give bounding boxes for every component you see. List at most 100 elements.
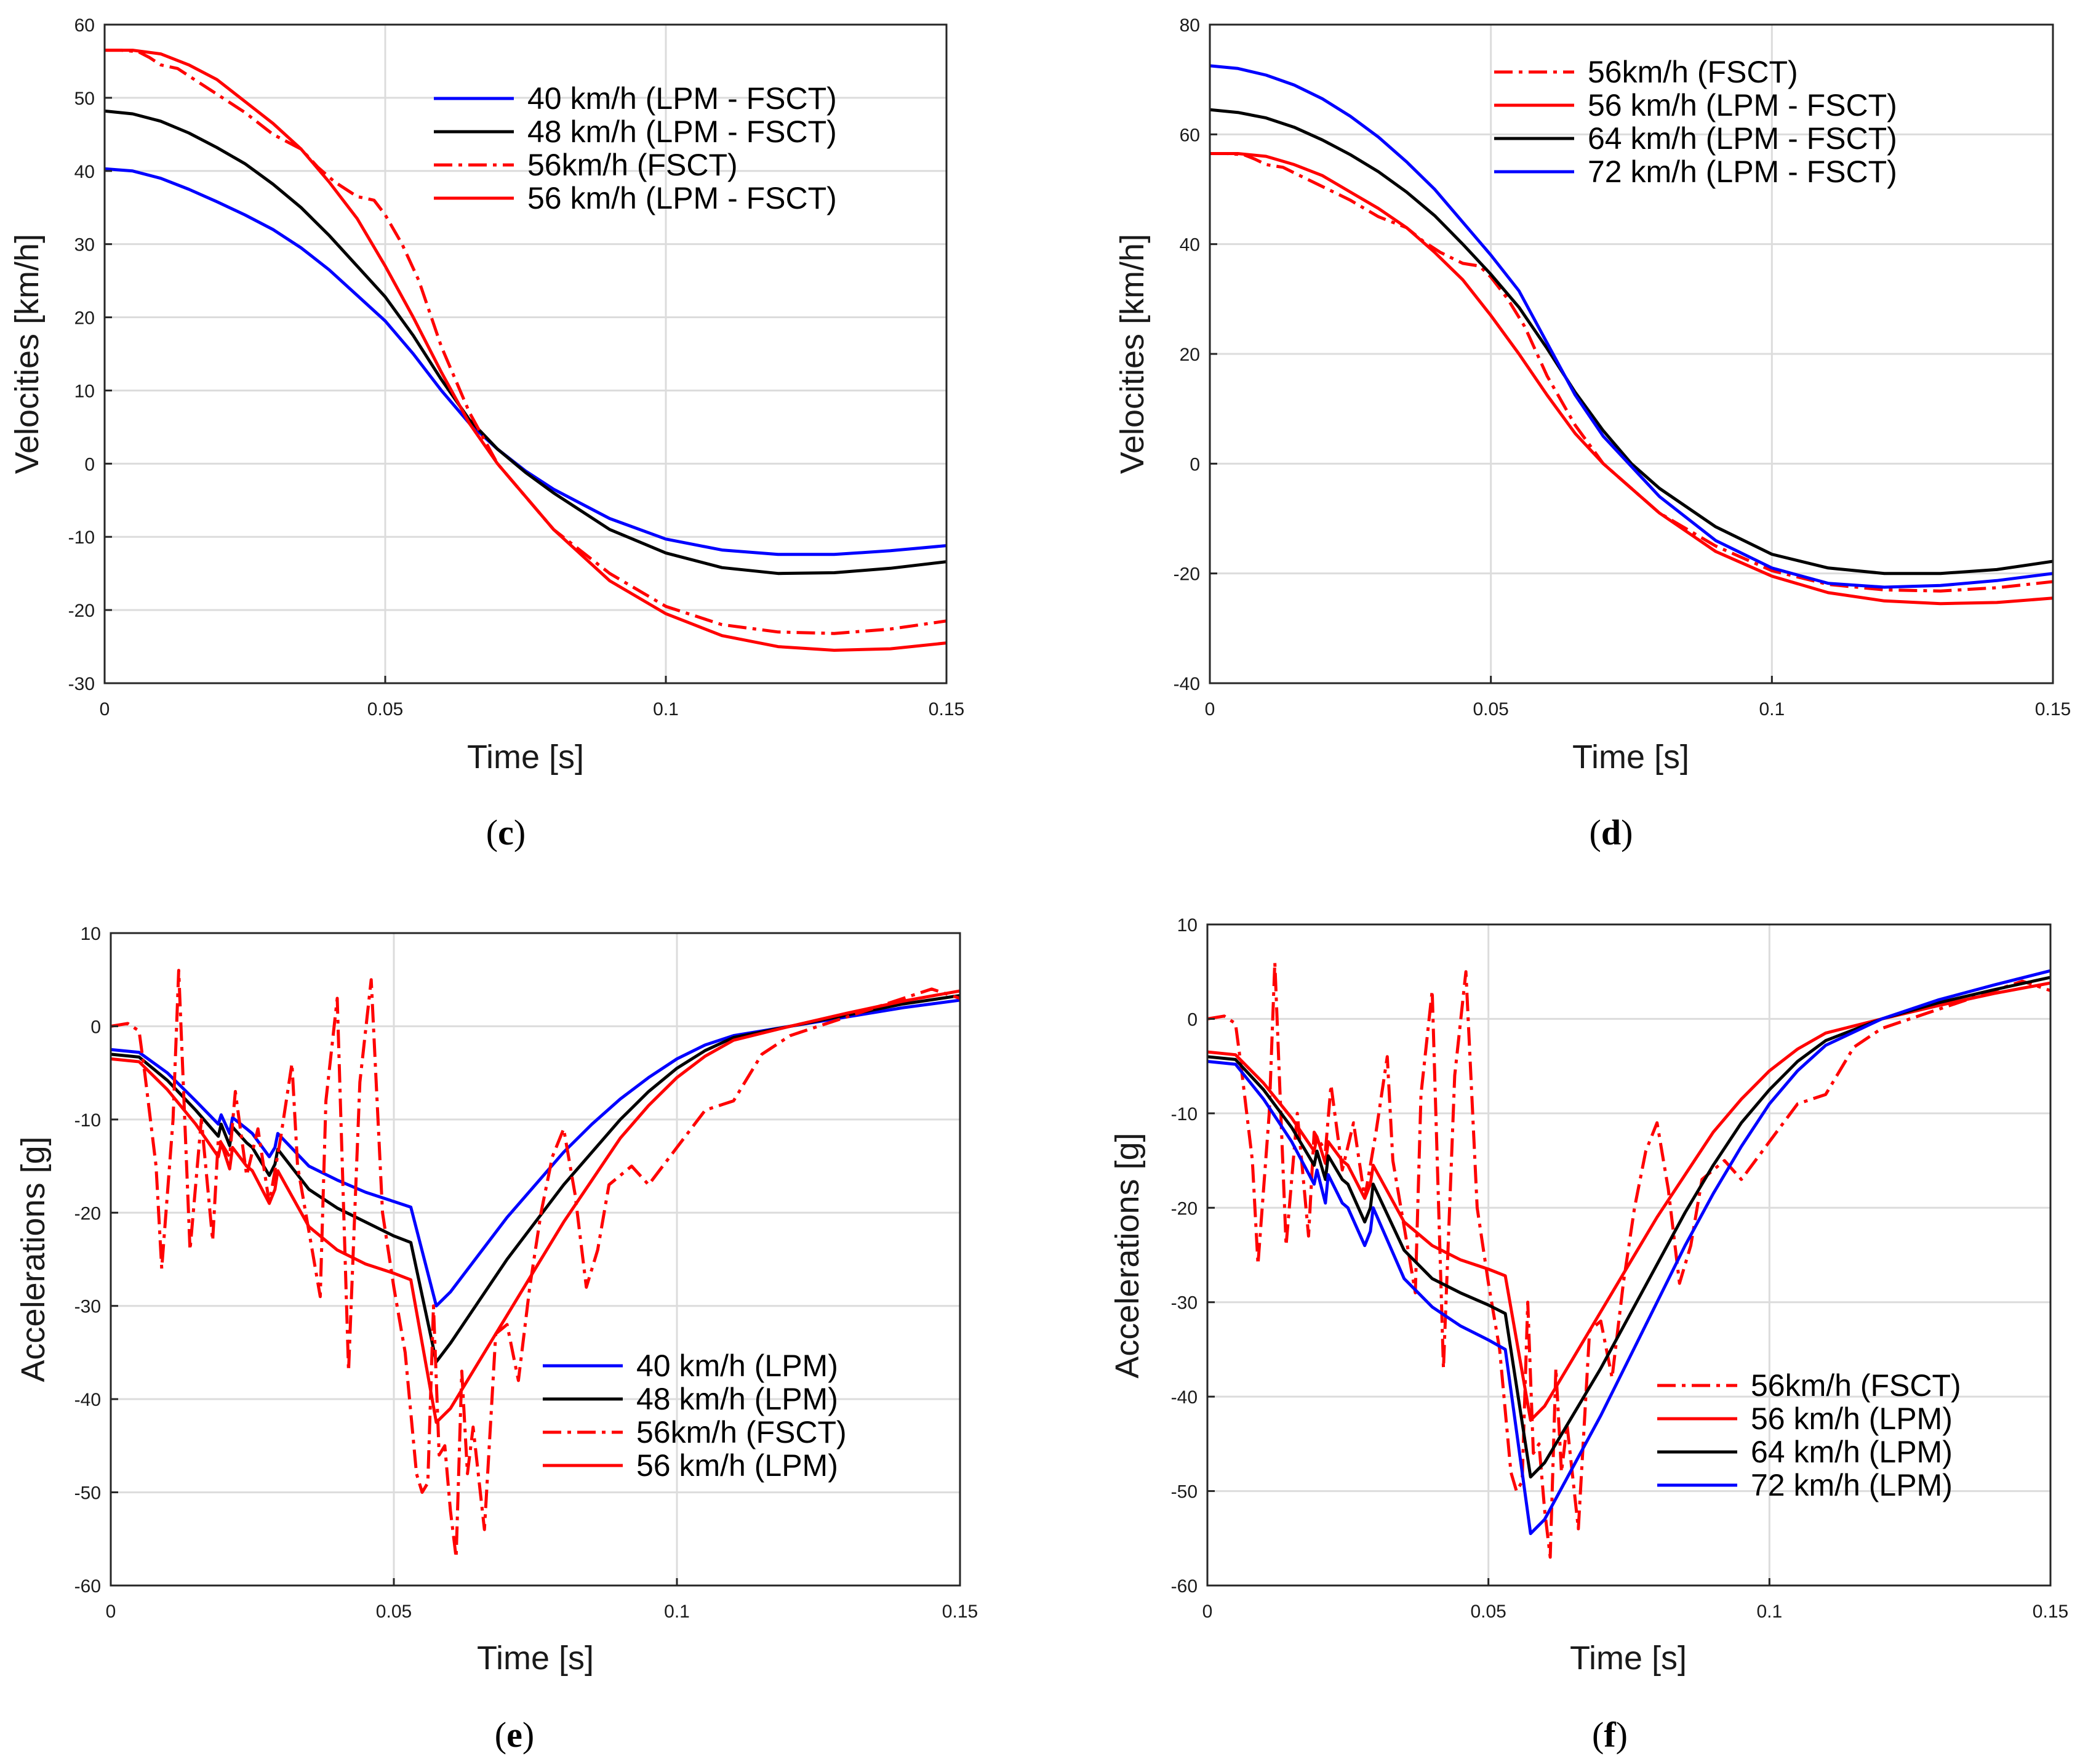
panel-c-series-1 [105, 109, 946, 575]
panel-e-caption: (e) [495, 1715, 534, 1755]
panel-d-ytick-label: 40 [1180, 235, 1200, 255]
panel-f-legend-label-3: 72 km/h (LPM) [1751, 1468, 1953, 1502]
panel-c-ytick-label: 10 [74, 381, 95, 401]
panel-d-lines [1210, 64, 2053, 606]
panel-e-series-2 [111, 969, 960, 1560]
panel-d-legend: 56km/h (FSCT)56 km/h (LPM - FSCT)64 km/h… [1494, 55, 1897, 189]
panel-d-xlabel: Time [s] [1572, 739, 1689, 776]
panel-c-ticks: 0 0.05 0.1 0.15 -30 -20 -10 0 10 20 30 40 50 60 [68, 15, 965, 720]
panel-f-xtick-label: 0.1 [1756, 1602, 1782, 1622]
panel-e-lines [111, 969, 960, 1560]
panel-d-xtick-label: 0.15 [2035, 699, 2071, 720]
panel-f-xtick-label: 0 [1202, 1602, 1213, 1622]
panel-f-ytick-label: -40 [1171, 1387, 1198, 1408]
panel-c-xtick-label: 0.05 [367, 699, 403, 720]
panel-d-xtick-label: 0.1 [1759, 699, 1785, 720]
panel-c-ytick-label: 40 [74, 162, 95, 182]
panel-d-series-3 [1210, 64, 2053, 589]
panel-d-series-1 [1210, 152, 2053, 606]
panel-d-ytick-label: -20 [1174, 564, 1200, 585]
panel-f-legend: 56km/h (FSCT)56 km/h (LPM)64 km/h (LPM)7… [1657, 1368, 1961, 1502]
panel-d-ylabel: Velocities [km/h] [1114, 234, 1151, 474]
panel-c-legend: 40 km/h (LPM - FSCT)48 km/h (LPM - FSCT)… [434, 81, 837, 215]
panel-e-ylabel: Accelerations [g] [15, 1136, 52, 1382]
panel-e-ytick-label: 10 [81, 924, 101, 944]
panel-f-series-3 [1207, 969, 2050, 1536]
panel-c-ytick-label: 0 [84, 454, 95, 475]
panel-e-ytick-label: -10 [74, 1110, 101, 1131]
panel-d-legend-label-1: 56 km/h (LPM - FSCT) [1588, 88, 1897, 122]
panel-e-xtick-label: 0.1 [664, 1602, 690, 1622]
panel-e-xtick-label: 0 [106, 1602, 116, 1622]
panel-f-series-0 [1207, 960, 2050, 1559]
panel-c-ytick-label: -20 [68, 601, 95, 621]
panel-c-series-2 [105, 49, 946, 635]
panel-c-frame [103, 23, 948, 684]
panel-d-xtick-label: 0 [1205, 699, 1215, 720]
panel-e-grid [110, 932, 961, 1587]
panel-e-ytick-label: 0 [90, 1017, 101, 1037]
panel-c-ylabel: Velocities [km/h] [9, 234, 46, 474]
panel-d-ytick-label: 80 [1180, 15, 1200, 36]
panel-e-legend-label-2: 56km/h (FSCT) [636, 1415, 847, 1449]
panel-e-ticks: 0 0.05 0.1 0.15 -60 -50 -40 -30 -20 -10 0 10 [74, 924, 978, 1622]
panel-c-ytick-label: 30 [74, 235, 95, 255]
panel-e-frame [110, 932, 961, 1587]
panel-c-legend-label-0: 40 km/h (LPM - FSCT) [527, 81, 837, 116]
panel-f-xtick-label: 0.15 [2033, 1602, 2068, 1622]
panel-e-series-0 [111, 998, 960, 1308]
panel-e-xlabel: Time [s] [477, 1640, 594, 1677]
panel-f-ytick-label: 0 [1187, 1009, 1198, 1030]
panel-f-frame [1206, 923, 2052, 1587]
panel-f-ytick-label: 10 [1177, 915, 1198, 936]
panel-e-legend-label-3: 56 km/h (LPM) [636, 1448, 838, 1483]
panel-c-legend-label-2: 56km/h (FSCT) [527, 148, 738, 182]
panel-d-ytick-label: 0 [1190, 454, 1200, 475]
panel-c-lines [105, 49, 946, 652]
panel-f-ylabel: Accelerations [g] [1109, 1133, 1146, 1378]
panel-f-ytick-label: -10 [1171, 1104, 1198, 1125]
panel-c-xlabel: Time [s] [467, 739, 584, 776]
panel-f-ytick-label: -60 [1171, 1576, 1198, 1597]
panel-d-xtick-label: 0.05 [1473, 699, 1508, 720]
panel-f-series-2 [1207, 976, 2050, 1479]
panel-e-ytick-label: -20 [74, 1203, 101, 1224]
panel-c-legend-label-1: 48 km/h (LPM - FSCT) [527, 114, 837, 149]
panel-f-legend-label-1: 56 km/h (LPM) [1751, 1401, 1953, 1436]
panel-f-ticks: 0 0.05 0.1 0.15 -60 -50 -40 -30 -20 -10 0 10 [1171, 915, 2069, 1622]
panel-f-ytick-label: -30 [1171, 1293, 1198, 1313]
panel-d-ytick-label: -40 [1174, 674, 1200, 694]
panel-d-caption: (d) [1590, 812, 1633, 852]
panel-e-series-3 [111, 989, 960, 1424]
panel-c-series-0 [105, 167, 946, 556]
panel-d-legend-label-2: 64 km/h (LPM - FSCT) [1588, 121, 1897, 156]
panel-e-legend-label-0: 40 km/h (LPM) [636, 1349, 838, 1383]
panel-c-ytick-label: 20 [74, 308, 95, 329]
panel-e-ytick-label: -40 [74, 1390, 101, 1410]
panel-f-legend-label-2: 64 km/h (LPM) [1751, 1435, 1953, 1469]
panel-c-ytick-label: -30 [68, 674, 95, 694]
panel-c-legend-label-3: 56 km/h (LPM - FSCT) [527, 181, 837, 215]
panel-d-ytick-label: 20 [1180, 345, 1200, 365]
panel-f-series-1 [1207, 981, 2050, 1422]
panel-d: 0 0.05 0.1 0.15 -40 -20 0 20 40 60 80 Time [s] Vel… [1114, 15, 2071, 852]
panel-c-xtick-label: 0.1 [653, 699, 679, 720]
panel-c-xtick-label: 0.15 [929, 699, 964, 720]
panel-c-ytick-label: -10 [68, 527, 95, 548]
panel-e-xtick-label: 0.15 [942, 1602, 978, 1622]
panel-c-caption: (c) [486, 812, 526, 852]
panel-e-series-1 [111, 994, 960, 1364]
panel-f-legend-label-0: 56km/h (FSCT) [1751, 1368, 1961, 1403]
panel-c: 0 0.05 0.1 0.15 -30 -20 -10 0 10 20 30 40 50 60 Time … [9, 15, 964, 852]
panel-f-xtick-label: 0.05 [1470, 1602, 1506, 1622]
panel-d-legend-label-3: 72 km/h (LPM - FSCT) [1588, 154, 1897, 189]
panel-f-xlabel: Time [s] [1570, 1640, 1687, 1677]
panel-d-series-0 [1210, 152, 2053, 593]
panel-e-ytick-label: -30 [74, 1297, 101, 1317]
panel-d-series-2 [1210, 108, 2053, 575]
panel-c-ytick-label: 60 [74, 15, 95, 36]
panel-d-ytick-label: 60 [1180, 125, 1200, 145]
panel-f-ytick-label: -50 [1171, 1482, 1198, 1502]
